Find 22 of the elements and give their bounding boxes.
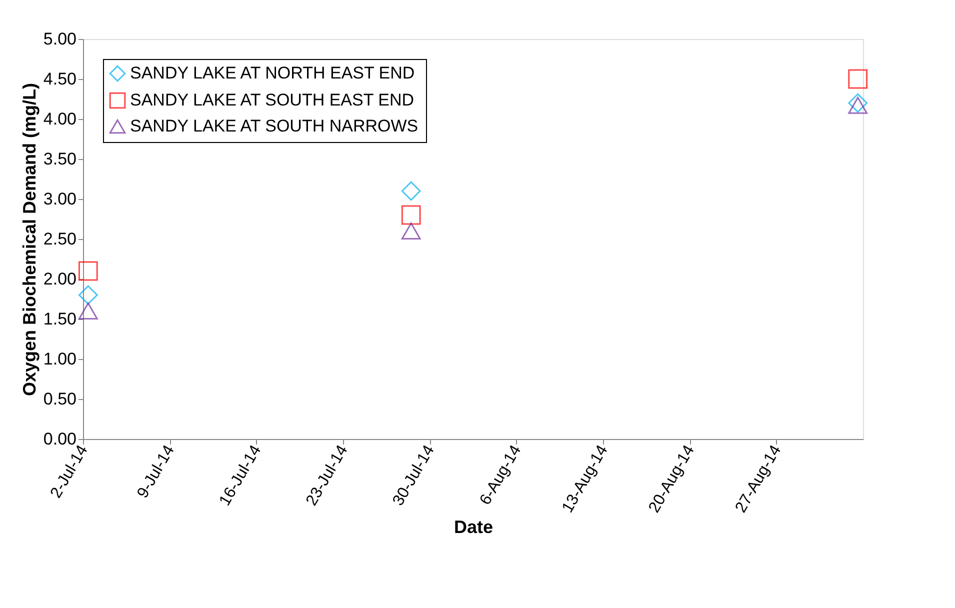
y-tick-label: 0.00 [43, 430, 76, 448]
y-tick-label: 4.50 [43, 70, 76, 88]
y-tick-label: 2.50 [43, 230, 76, 248]
y-tick-label: 1.00 [43, 350, 76, 368]
y-axis-title: Oxygen Biochemical Demand (mg/L) [19, 82, 40, 396]
y-tick-label: 4.00 [43, 110, 76, 128]
point [78, 302, 98, 320]
y-tick-label: 2.00 [43, 270, 76, 288]
point [848, 69, 868, 89]
y-tick-label: 5.00 [43, 30, 76, 48]
legend-label: SANDY LAKE AT SOUTH EAST END [130, 90, 414, 110]
point [848, 96, 868, 114]
y-tick-label: 3.50 [43, 150, 76, 168]
y-tick-label: 3.00 [43, 190, 76, 208]
point [848, 93, 868, 113]
x-axis-title: Date [454, 517, 494, 538]
legend-label: SANDY LAKE AT SOUTH NARROWS [130, 116, 418, 136]
y-tick-label: 0.50 [43, 390, 76, 408]
legend-label: SANDY LAKE AT NORTH EAST END [130, 64, 415, 82]
point [78, 261, 98, 281]
y-tick-label: 1.50 [43, 310, 76, 328]
point [78, 285, 98, 305]
